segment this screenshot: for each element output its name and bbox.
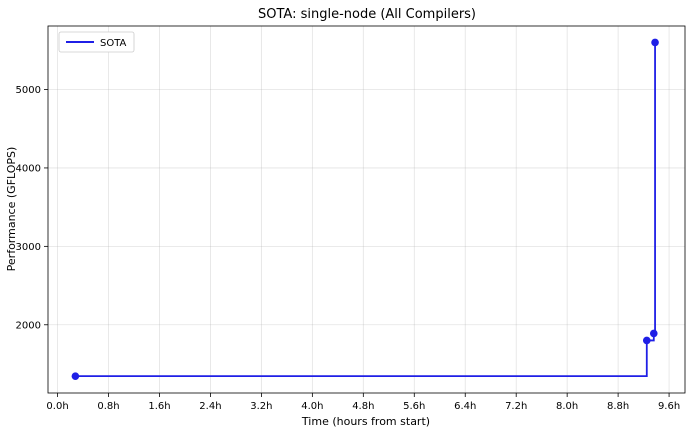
data-point — [642, 336, 651, 345]
x-tick-label: 0.0h — [46, 401, 68, 412]
y-tick-label: 2000 — [16, 320, 41, 331]
x-tick-label: 0.8h — [97, 401, 119, 412]
series-layer — [71, 38, 659, 380]
x-tick-label: 3.2h — [250, 401, 272, 412]
data-point — [651, 38, 659, 47]
y-tick-label: 3000 — [16, 242, 41, 253]
x-tick-label: 4.8h — [352, 401, 374, 412]
y-tick-label: 4000 — [16, 163, 41, 174]
x-tick-label: 6.4h — [454, 401, 476, 412]
x-tick-label: 8.0h — [556, 401, 578, 412]
x-tick-label: 2.4h — [199, 401, 221, 412]
data-point — [649, 329, 658, 338]
grid-layer — [48, 26, 685, 393]
x-axis-ticks: 0.0h 0.8h 1.6h 2.4h 3.2h 4.0h 4.8h 5.6h 6.4h 7.2h… — [46, 393, 680, 412]
y-tick-label: 5000 — [16, 85, 41, 96]
data-point — [71, 372, 80, 380]
legend: SOTA — [58, 31, 135, 53]
x-tick-label: 1.6h — [148, 401, 170, 412]
series-line-sota — [75, 42, 656, 378]
y-axis-label: Performance (GFLOPS) — [5, 147, 18, 272]
chart-title: SOTA: single-node (All Compilers) — [258, 7, 476, 22]
x-axis-label: Time (hours from start) — [301, 415, 430, 428]
x-tick-label: 4.0h — [301, 401, 323, 412]
x-tick-label: 9.6h — [658, 401, 680, 412]
y-axis-ticks: 2000 3000 4000 5000 — [16, 85, 48, 331]
x-tick-label: 8.8h — [607, 401, 629, 412]
plot-frame — [47, 25, 686, 394]
x-tick-label: 7.2h — [505, 401, 527, 412]
legend-label-sota: SOTA — [100, 38, 127, 49]
x-tick-label: 5.6h — [403, 401, 425, 412]
legend-box — [58, 31, 135, 53]
